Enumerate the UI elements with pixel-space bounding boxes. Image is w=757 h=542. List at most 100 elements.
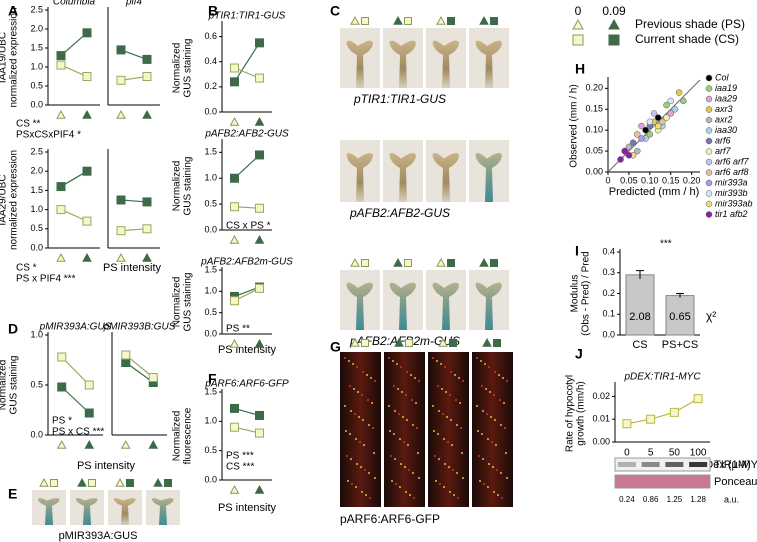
photo-speck <box>453 494 455 496</box>
y-axis-label: fluorescence <box>183 407 194 464</box>
photo-seedling <box>475 152 502 202</box>
photo-speck <box>437 433 439 435</box>
photo-speck <box>458 377 460 379</box>
photo-speck <box>484 363 486 365</box>
photo-speck <box>456 472 458 474</box>
photo-speck <box>485 388 487 390</box>
photo <box>472 352 513 507</box>
y-tick-label: 1.5 <box>204 386 217 396</box>
photo-label: pAFB2:AFB2-GUS <box>349 206 450 220</box>
photo-speck <box>449 394 451 396</box>
photo-speck <box>352 363 354 365</box>
annotation: CS * <box>16 263 37 274</box>
photo-speck <box>418 380 420 382</box>
photo-speck <box>496 469 498 471</box>
photo-speck <box>439 483 441 485</box>
photo-seedling <box>346 282 373 330</box>
legend-item: Previous shade (PS) <box>635 17 745 31</box>
series-line <box>61 386 90 414</box>
data-point <box>82 216 92 226</box>
photo-speck <box>399 486 401 488</box>
legend-label: iaa30 <box>715 125 737 135</box>
photo-speck <box>460 427 462 429</box>
error-bar <box>636 270 644 279</box>
legend-marker <box>705 211 713 218</box>
photo-label: pARF6:ARF6-GFP <box>340 512 440 526</box>
data-point <box>84 380 94 390</box>
chart-title: pTIR1:TIR1-GUS <box>208 11 286 22</box>
photo-speck <box>414 377 416 379</box>
photo-speck <box>443 486 445 488</box>
photo-speck <box>367 399 369 401</box>
photo-speck <box>370 377 372 379</box>
treatment-icon <box>254 234 265 244</box>
treatment-icon <box>254 338 265 348</box>
legend-label: arf6 arf8 <box>715 167 749 177</box>
data-point <box>230 77 239 87</box>
treatment-icon <box>82 109 92 119</box>
photo-speck <box>409 494 411 496</box>
photo-seedling <box>389 152 416 202</box>
photo-speck <box>494 419 496 421</box>
photo-speck <box>388 405 390 407</box>
y-tick-label: 0.10 <box>585 125 603 135</box>
identity-line <box>607 79 701 173</box>
photo-speck <box>358 416 360 418</box>
photo-seedling <box>475 40 502 88</box>
y-axis-label: Normalized <box>172 277 183 328</box>
photo-speck <box>488 463 490 465</box>
photo-seedling <box>37 498 60 525</box>
photo-speck <box>361 491 363 493</box>
annotation: CS x PS * <box>226 221 271 232</box>
x-axis-label: Dex (µM) <box>705 459 750 471</box>
data-point <box>638 135 645 142</box>
photo-speck <box>362 419 364 421</box>
series-line <box>233 42 261 83</box>
data-point <box>56 205 66 215</box>
photo-speck <box>417 452 419 454</box>
y-tick-label: 0.0 <box>602 329 615 339</box>
legend-item: Current shade (CS) <box>635 32 739 46</box>
data-point <box>255 428 264 438</box>
x-tick-label: PS+CS <box>662 339 698 351</box>
blot-signal <box>665 462 684 467</box>
series-line <box>125 354 154 378</box>
photo-speck <box>346 455 348 457</box>
data-point <box>82 166 92 176</box>
annotation: PS x CS *** <box>52 427 104 438</box>
photo-speck <box>487 438 489 440</box>
blot-quant: 0.24 <box>619 495 635 504</box>
treatment-icon <box>254 484 265 494</box>
legend-marker <box>705 158 713 166</box>
photo-speck <box>399 438 401 440</box>
legend-label: arf6 arf7 <box>715 156 750 166</box>
y-tick-label: 0.3 <box>602 267 615 277</box>
photo-speck <box>441 388 443 390</box>
photo-speck <box>355 486 357 488</box>
photo-speck <box>435 480 437 482</box>
photo-speck <box>365 494 367 496</box>
y-tick-label: 0.2 <box>204 81 217 91</box>
data-point <box>667 97 674 105</box>
photo-speck <box>456 424 458 426</box>
treatment-icon <box>438 337 448 347</box>
panel-letter: B <box>208 3 218 19</box>
photo-speck <box>438 410 440 412</box>
data-point <box>56 182 66 192</box>
photo-speck <box>434 455 436 457</box>
y-tick-label: 1.5 <box>30 185 43 195</box>
y-tick-label: 0.5 <box>204 445 217 455</box>
treatment-icon <box>493 339 501 347</box>
data-point <box>230 202 239 212</box>
photo-seedling <box>389 40 416 88</box>
y-tick-label: 1.0 <box>30 329 43 339</box>
blot-signal <box>641 462 660 467</box>
y-tick-label: 0.5 <box>30 80 43 90</box>
y-tick-label: 1.0 <box>30 204 43 214</box>
photo-speck <box>395 483 397 485</box>
treatment-icon <box>393 15 403 25</box>
photo-speck <box>400 463 402 465</box>
photo-speck <box>362 371 364 373</box>
treatment-icon <box>404 259 412 267</box>
photo-speck <box>459 402 461 404</box>
